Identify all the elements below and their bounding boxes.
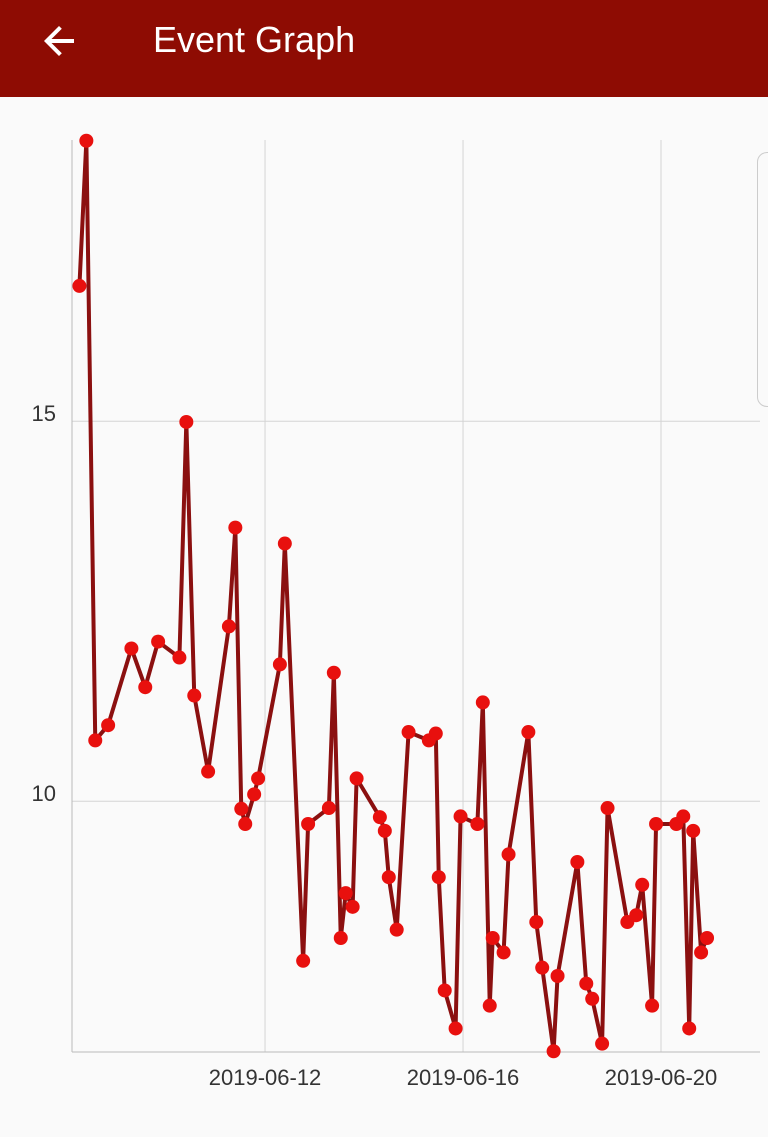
data-point — [694, 945, 709, 960]
data-point — [228, 520, 243, 535]
data-point — [79, 133, 94, 148]
data-point — [349, 771, 364, 786]
y-tick-label: 10 — [32, 781, 56, 806]
data-point — [172, 650, 187, 665]
data-point — [676, 809, 691, 824]
data-point — [372, 810, 387, 825]
data-point — [600, 801, 615, 816]
data-point — [470, 817, 485, 831]
data-point — [296, 953, 311, 968]
data-point — [321, 801, 336, 816]
data-point — [221, 619, 236, 634]
data-point — [234, 801, 249, 816]
data-point — [550, 969, 565, 983]
data-point — [381, 870, 396, 885]
data-point — [448, 1021, 463, 1036]
data-point — [251, 771, 266, 786]
screen-title: Event Graph — [153, 19, 356, 60]
data-point — [535, 960, 550, 975]
data-point — [700, 931, 715, 945]
data-point — [247, 787, 262, 802]
data-point — [428, 726, 443, 741]
data-point — [277, 536, 292, 551]
app-bar: Event Graph — [0, 0, 768, 97]
x-tick-label: 2019-06-12 — [209, 1065, 322, 1090]
data-point — [88, 733, 103, 748]
data-point — [201, 764, 216, 779]
data-point — [138, 680, 153, 695]
data-point — [501, 847, 516, 862]
data-point — [377, 823, 392, 838]
data-point — [485, 931, 500, 945]
data-point — [401, 725, 416, 740]
data-point — [496, 945, 511, 960]
x-tick-label: 2019-06-20 — [605, 1065, 718, 1090]
data-point — [272, 657, 287, 672]
data-point — [521, 725, 536, 740]
data-point — [579, 976, 594, 991]
data-point — [529, 915, 544, 930]
side-handle[interactable] — [757, 152, 768, 407]
data-point — [345, 899, 360, 914]
data-point — [437, 983, 452, 998]
data-point — [585, 991, 600, 1006]
data-point — [649, 817, 664, 831]
data-point — [338, 886, 353, 901]
data-point — [101, 718, 116, 733]
data-point — [645, 998, 660, 1013]
data-point — [301, 817, 316, 831]
data-point — [570, 855, 585, 869]
data-point — [635, 877, 650, 892]
line-series — [77, 138, 709, 1054]
data-point — [389, 922, 404, 937]
data-point — [453, 809, 468, 824]
x-tick-label: 2019-06-16 — [407, 1065, 520, 1090]
data-point — [546, 1044, 561, 1059]
data-point — [431, 870, 446, 885]
y-tick-label: 15 — [32, 401, 56, 426]
data-point — [326, 665, 341, 680]
data-point — [187, 688, 202, 703]
data-point — [686, 823, 701, 838]
back-button[interactable] — [38, 20, 82, 64]
data-point — [482, 998, 497, 1013]
data-point — [333, 931, 348, 945]
data-point — [151, 634, 166, 649]
data-point — [179, 414, 194, 429]
data-point — [475, 695, 490, 710]
data-point — [682, 1021, 697, 1036]
data-point — [595, 1036, 610, 1051]
data-point — [238, 817, 253, 831]
data-point — [72, 278, 87, 293]
data-point — [124, 641, 139, 656]
data-point — [629, 908, 644, 923]
